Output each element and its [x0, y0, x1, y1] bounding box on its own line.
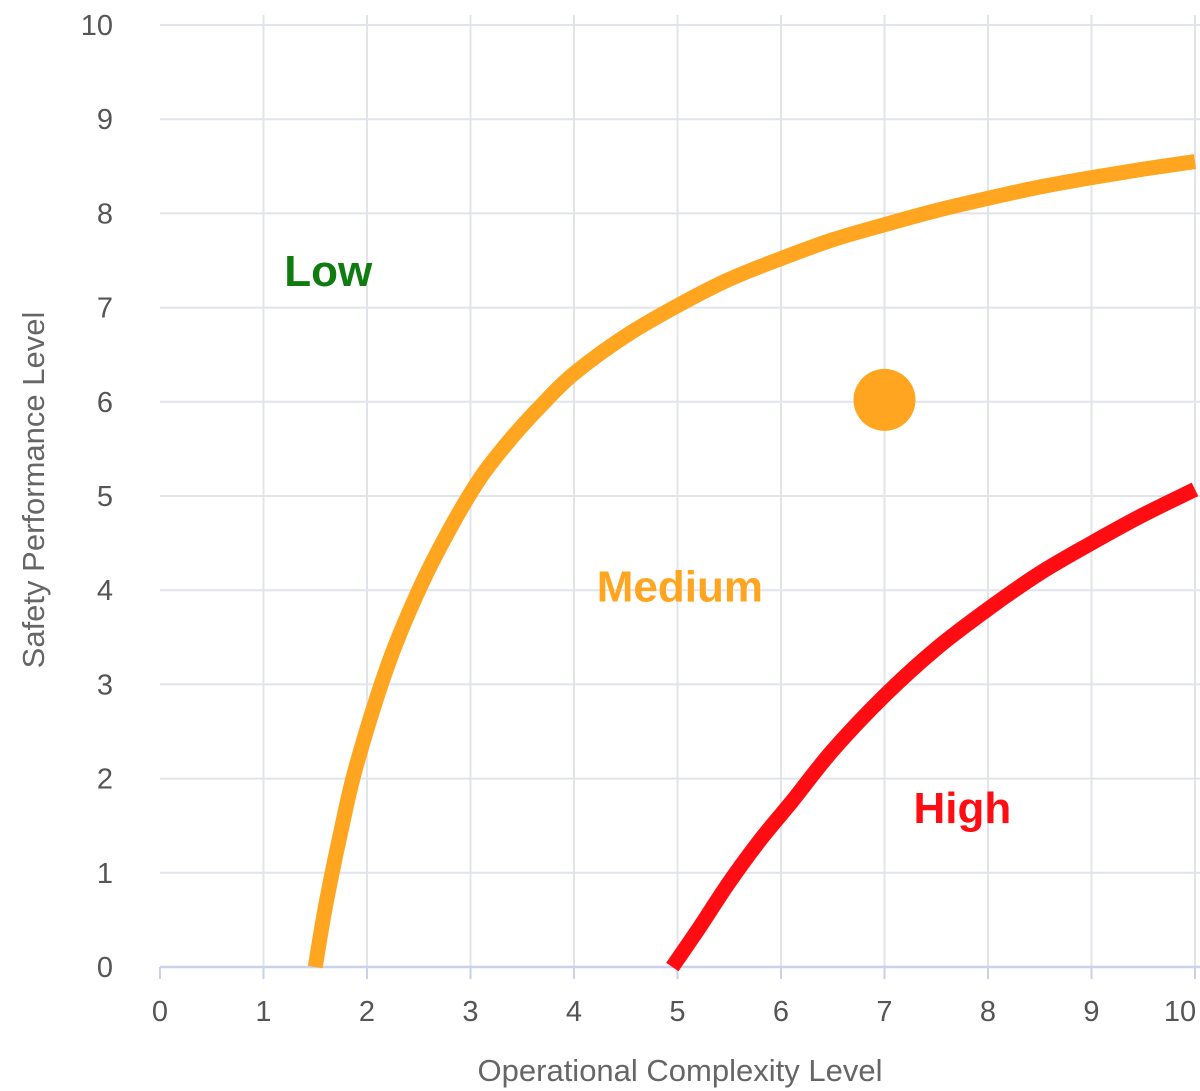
y-tick-label-4: 4 [97, 575, 113, 607]
y-tick-label-3: 3 [97, 669, 113, 701]
x-tick-label-9: 9 [1083, 996, 1099, 1028]
y-axis-title: Safety Performance Level [16, 312, 51, 669]
y-tick-label-7: 7 [97, 293, 113, 325]
y-tick-label-6: 6 [97, 387, 113, 419]
zone-label-medium: Medium [597, 562, 763, 611]
x-axis-title: Operational Complexity Level [478, 1053, 883, 1088]
x-tick-label-0: 0 [152, 996, 168, 1028]
y-tick-label-2: 2 [97, 764, 113, 796]
zone-label-high: High [913, 784, 1011, 833]
y-tick-label-0: 0 [97, 952, 113, 984]
x-tick-label-5: 5 [669, 996, 685, 1028]
data-point-0 [853, 368, 916, 431]
series-curve-0 [307, 154, 1197, 969]
x-tick-label-10: 10 [1164, 996, 1196, 1028]
y-tick-label-5: 5 [97, 481, 113, 513]
x-tick-label-7: 7 [876, 996, 892, 1028]
chart-ticks: 0 1 2 3 4 5 6 7 8 9 10 0 1 2 3 4 5 6 7 8 9 10 [81, 10, 1196, 1028]
chart-annotations: Low Medium High [284, 247, 1011, 833]
y-tick-label-1: 1 [97, 858, 113, 890]
chart-grid [160, 15, 1200, 967]
chart-points [853, 368, 916, 431]
x-tick-label-8: 8 [980, 996, 996, 1028]
series-curve-1 [666, 482, 1199, 972]
x-tick-label-1: 1 [255, 996, 271, 1028]
zone-label-low: Low [284, 247, 373, 296]
x-tick-label-2: 2 [359, 996, 375, 1028]
x-tick-label-6: 6 [773, 996, 789, 1028]
y-tick-label-8: 8 [97, 198, 113, 230]
x-tick-label-3: 3 [462, 996, 478, 1028]
x-tick-label-4: 4 [566, 996, 582, 1028]
y-tick-label-9: 9 [97, 104, 113, 136]
chart-series [307, 154, 1199, 972]
y-tick-label-10: 10 [81, 10, 113, 42]
